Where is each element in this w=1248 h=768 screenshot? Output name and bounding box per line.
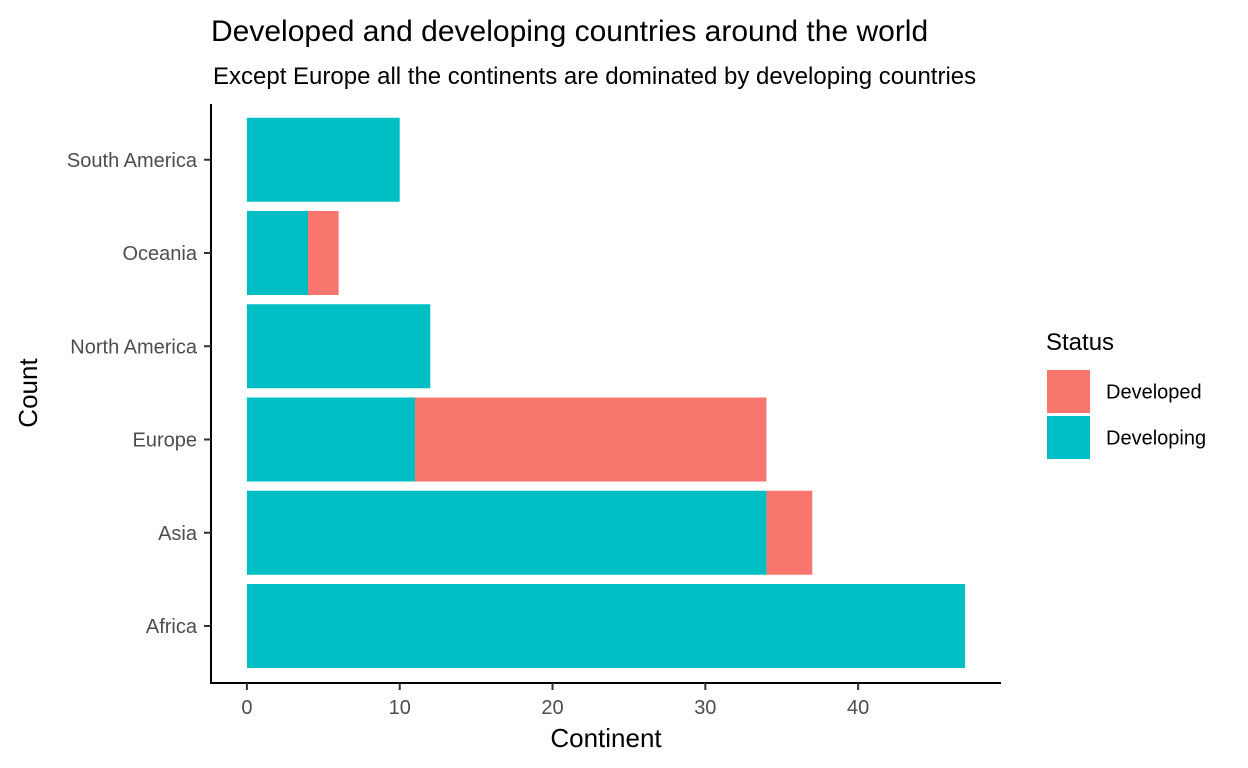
- bar-asia-developing: [246, 490, 767, 575]
- y-tick-label-oceania: Oceania: [123, 243, 198, 265]
- y-tick-label-north-america: North America: [70, 336, 198, 358]
- x-axis-title: Continent: [550, 723, 662, 753]
- x-tick-label: 40: [847, 697, 869, 719]
- x-tick-label: 10: [389, 697, 411, 719]
- legend-key-developed: [1047, 370, 1090, 413]
- legend-title: Status: [1046, 329, 1114, 356]
- legend-label-developing: Developing: [1106, 428, 1206, 450]
- legend-key-developing: [1047, 416, 1090, 459]
- bars-layer: [246, 117, 966, 668]
- y-tick-label-africa: Africa: [146, 616, 198, 638]
- bar-europe-developed: [414, 397, 767, 482]
- x-tick-label: 20: [541, 697, 563, 719]
- y-axis-title: Count: [13, 358, 43, 428]
- bar-south-america-developing: [246, 117, 400, 202]
- chart-subtitle: Except Europe all the continents are dom…: [213, 63, 976, 90]
- y-tick-label-asia: Asia: [158, 523, 198, 545]
- x-ticks: 0 10 20 30 40: [241, 683, 869, 719]
- legend-label-developed: Developed: [1106, 382, 1202, 404]
- bar-europe-developing: [246, 397, 415, 482]
- chart-title: Developed and developing countries aroun…: [211, 15, 928, 48]
- x-tick-label: 30: [694, 697, 716, 719]
- y-tick-label-europe: Europe: [133, 430, 198, 452]
- x-tick-label: 0: [241, 697, 252, 719]
- bar-asia-developed: [766, 490, 813, 575]
- y-tick-label-south-america: South America: [67, 150, 198, 172]
- bar-oceania-developing: [246, 211, 309, 295]
- bar-oceania-developed: [308, 211, 339, 295]
- y-ticks: Africa Asia Europe North America Oceania Sout…: [67, 150, 211, 638]
- bar-north-america-developing: [246, 304, 431, 389]
- bar-africa-developing: [246, 584, 966, 668]
- legend: Status Developed Developing: [1046, 329, 1206, 459]
